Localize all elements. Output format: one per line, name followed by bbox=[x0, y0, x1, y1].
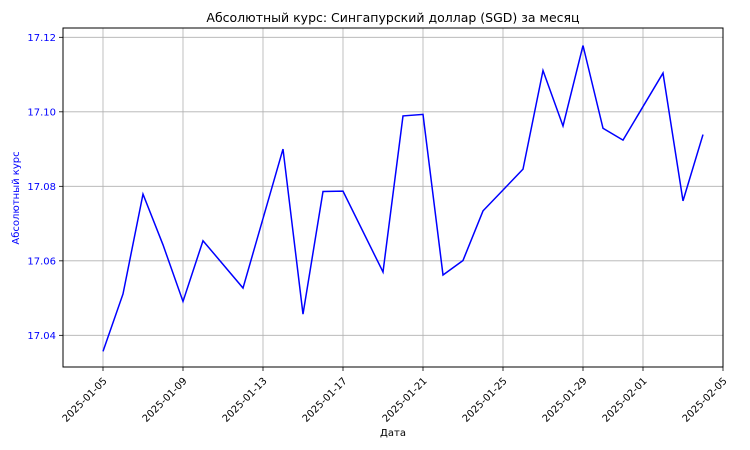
x-tick-label: 2025-01-25 bbox=[461, 376, 510, 425]
y-tick-label: 17.08 bbox=[27, 182, 56, 193]
x-axis: 2025-01-05 2025-01-09 2025-01-13 2025-01-17… bbox=[61, 367, 730, 425]
chart-title: Абсолютный курс: Сингапурский доллар (SG… bbox=[206, 10, 579, 25]
x-tick-label: 2025-01-09 bbox=[141, 376, 190, 425]
series-line bbox=[102, 45, 704, 352]
y-tick-label: 17.06 bbox=[27, 256, 56, 267]
x-axis-label: Дата bbox=[380, 428, 406, 439]
x-tick-label: 2025-02-01 bbox=[601, 376, 650, 425]
x-tick-label: 2025-01-05 bbox=[61, 376, 110, 425]
x-tick-label: 2025-02-05 bbox=[681, 376, 730, 425]
y-tick-label: 17.04 bbox=[27, 331, 56, 342]
x-tick-label: 2025-01-29 bbox=[541, 376, 590, 425]
x-tick-label: 2025-01-21 bbox=[381, 376, 430, 425]
y-tick-label: 17.10 bbox=[27, 107, 56, 118]
grid bbox=[63, 28, 724, 367]
y-axis: 17.04 17.06 17.08 17.10 17.12 bbox=[27, 33, 63, 342]
y-axis-label: Абсолютный курс bbox=[11, 151, 22, 244]
y-tick-label: 17.12 bbox=[27, 33, 56, 44]
plot-area-frame bbox=[62, 27, 724, 368]
x-tick-label: 2025-01-13 bbox=[221, 376, 270, 425]
x-tick-label: 2025-01-17 bbox=[301, 376, 350, 425]
